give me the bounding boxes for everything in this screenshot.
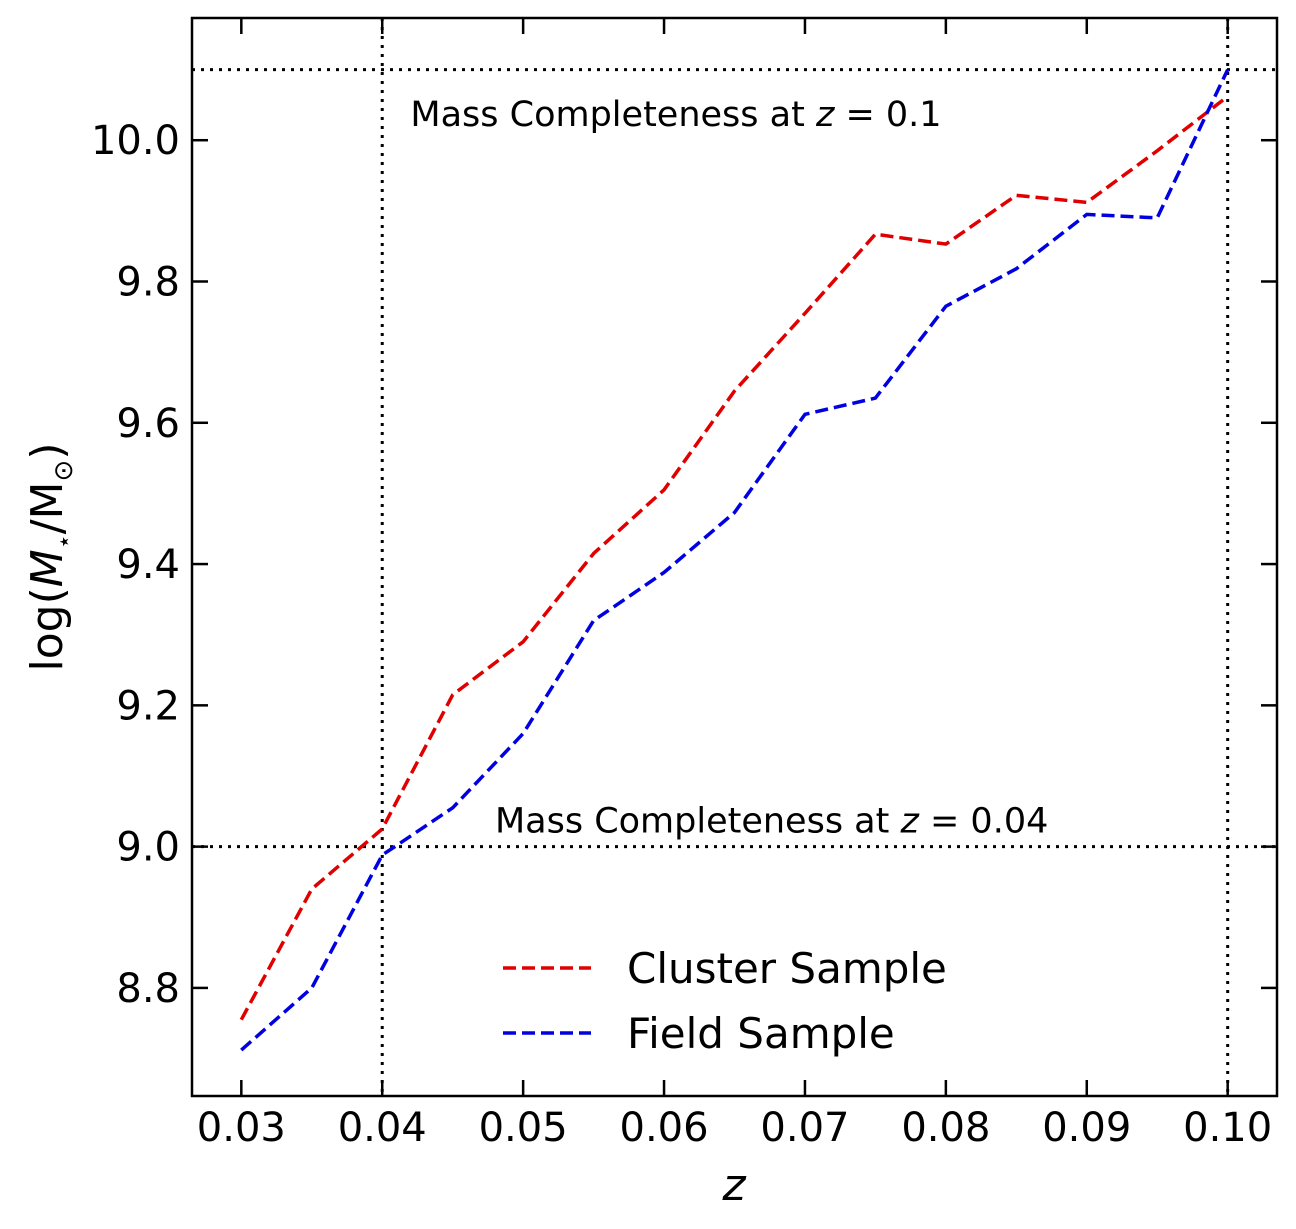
y-tick-label: 10.0 [91,118,180,164]
x-tick-label: 0.10 [1183,1105,1272,1151]
y-axis-label: log(M⋆/M⊙) [22,442,79,671]
x-tick-label: 0.06 [620,1105,709,1151]
annotations: Mass Completeness at z = 0.1 Mass Complet… [410,95,1048,841]
legend-label: Field Sample [627,1009,895,1058]
completeness-annotation: Mass Completeness at z = 0.04 [495,802,1048,842]
x-tick-label: 0.03 [197,1105,286,1151]
y-tick-label: 9.0 [116,825,180,871]
x-tick-label: 0.07 [760,1105,849,1151]
legend: Cluster Sample Field Sample [503,944,947,1058]
x-tick-label: 0.04 [338,1105,427,1151]
y-tick-label: 9.6 [116,401,180,447]
y-tick-label: 9.2 [116,683,180,729]
y-tick-label: 9.4 [116,542,180,588]
series-lines [239,68,1230,1052]
x-tick-label: 0.05 [479,1105,568,1151]
completeness-annotation: Mass Completeness at z = 0.1 [410,95,941,135]
series-line-cluster-sample [239,95,1229,1021]
reference-lines [192,18,1277,1096]
plot-frame [190,16,1279,1098]
y-tick-label: 9.8 [116,259,180,305]
series-line-field-sample [240,68,1230,1052]
x-axis-label: z [721,1160,746,1211]
axis-ticks: 0.03 0.04 0.05 0.06 0.07 0.08 0.09 0.10 8.8 9.0 9.… [91,18,1277,1151]
y-tick-label: 8.8 [116,966,180,1012]
legend-label: Cluster Sample [627,944,947,993]
x-tick-label: 0.09 [1042,1105,1131,1151]
x-tick-label: 0.08 [901,1105,990,1151]
